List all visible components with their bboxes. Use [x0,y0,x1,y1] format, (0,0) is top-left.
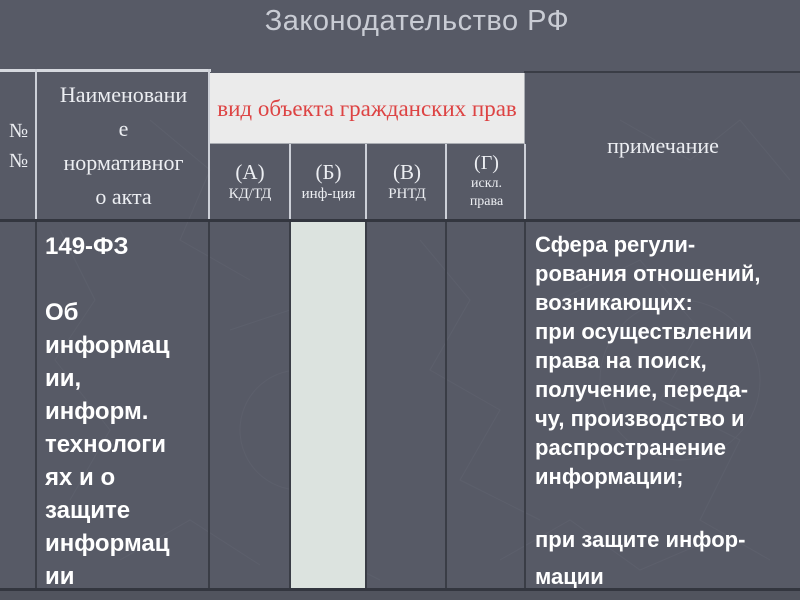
subheader-a-sublabel: КД/ТД [228,186,272,202]
subheader-g-sublabel: искл. права [469,176,504,209]
header-body-divider [0,219,800,222]
act-name-header-cell: Наименовани е нормативног о акта [59,82,188,209]
bottom-margin-strip [0,591,800,600]
note-paragraph-2: при защите инфор- мации [535,527,746,589]
slide-title: Законодательство РФ [264,5,570,37]
header-vertical-border-5 [445,144,447,219]
subheader-b-sublabel: инф-ция [301,186,356,202]
subheader-cell-g: (Г) искл. права [447,144,526,219]
civil-rights-object-header-cell: вид объекта гражданских прав [210,73,525,144]
body-vertical-border-2 [208,222,210,588]
numbers-header-cell: № № [8,120,29,172]
body-vertical-border-6 [524,222,526,588]
table-top-border-dark [524,71,800,73]
subheader-b-label: (Б) [315,160,342,184]
subheader-cell-b: (Б) инф-ция [290,144,367,219]
header-vertical-border-1 [35,69,37,219]
subheader-v-label: (В) [393,160,421,184]
subheader-v-sublabel: РНТД [388,186,426,202]
subheader-cell-v: (В) РНТД [367,144,447,219]
table-bottom-border [0,588,800,591]
table-top-border-light [0,69,211,72]
column-b-highlight-stripe [291,222,365,588]
note-header-cell: примечание [607,133,719,158]
note-paragraph-1: Сфера регули- рования отношений, возника… [535,232,761,489]
body-vertical-border-4 [365,222,367,588]
body-vertical-border-3 [289,222,291,588]
header-vertical-border-3 [289,144,291,219]
header-vertical-border-6 [524,144,526,219]
body-vertical-border-5 [445,222,447,588]
header-vertical-border-2 [208,69,210,219]
subheader-a-label: (А) [235,160,265,184]
act-name-cell: 149-ФЗ Об информац ии, информ. технологи… [45,233,170,590]
body-vertical-border-1 [35,222,37,588]
subheader-cell-a: (А) КД/ТД [210,144,290,219]
note-cell: Сфера регули- рования отношений, возника… [535,230,797,589]
header-vertical-border-4 [365,144,367,219]
subheader-g-label: (Г) [474,152,499,174]
